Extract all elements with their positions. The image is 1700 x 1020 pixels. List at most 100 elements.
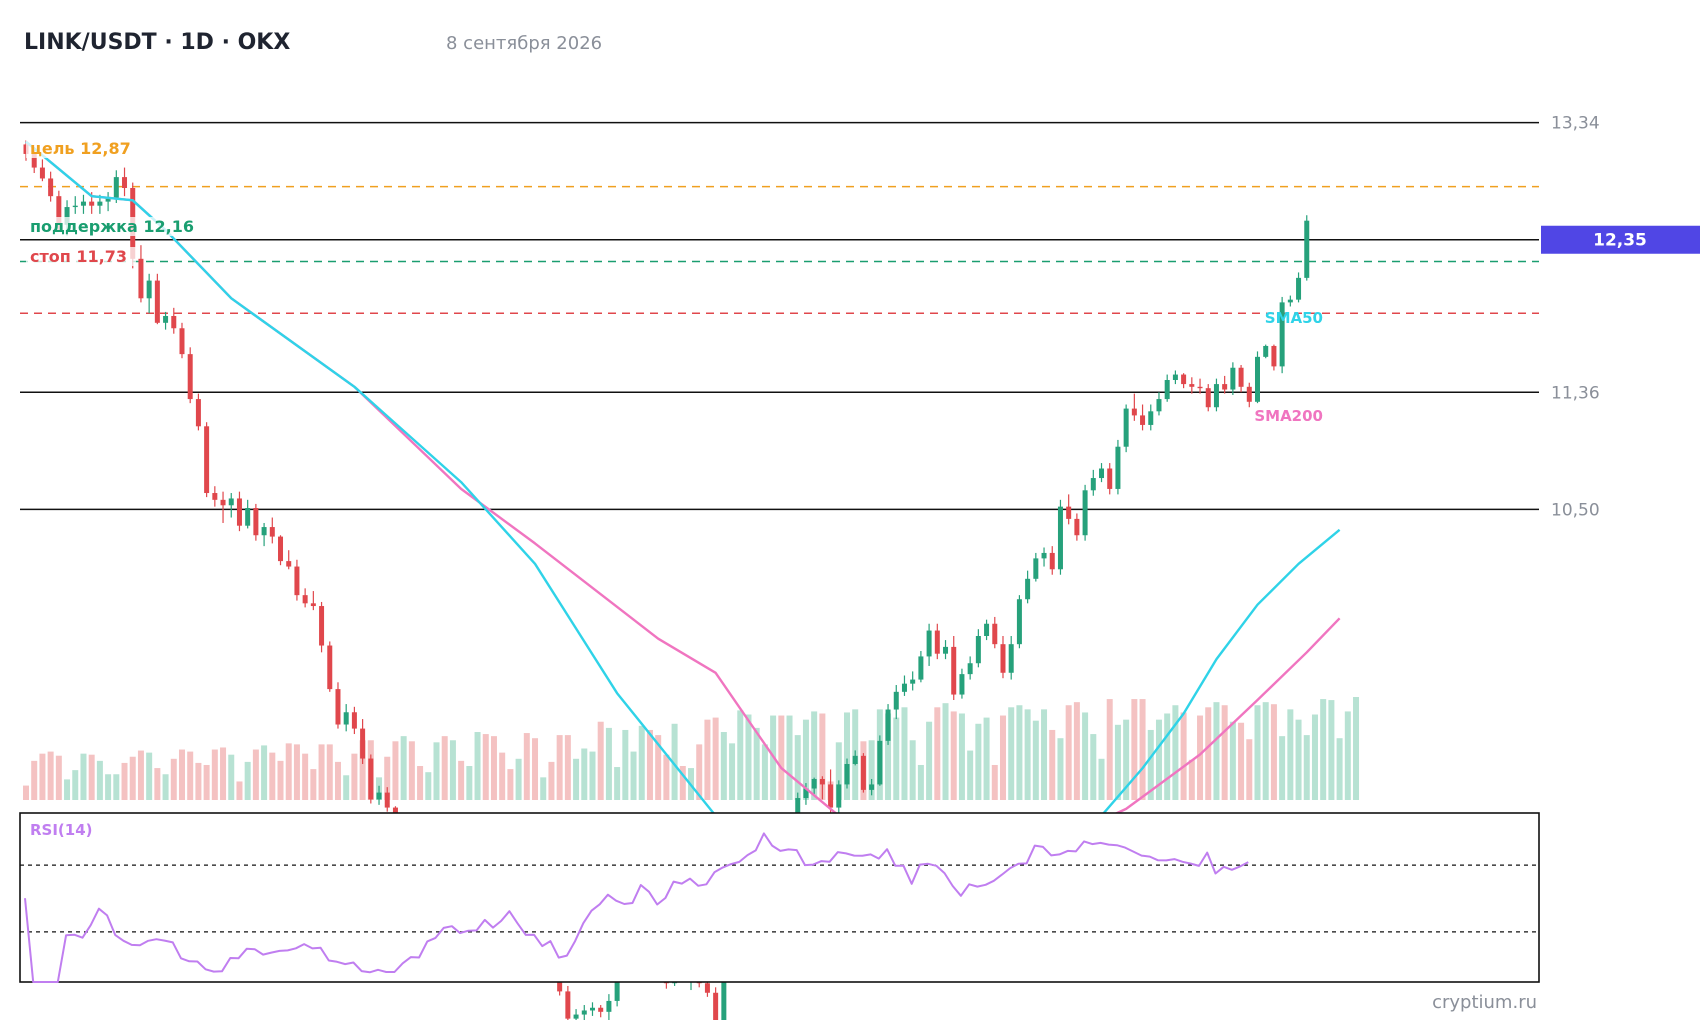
volume-bar [236, 781, 243, 800]
last-price-tag: 12,35 [1541, 225, 1700, 254]
candle [893, 685, 899, 720]
candle [1255, 351, 1260, 404]
candle [1246, 382, 1252, 408]
volume-bar [302, 753, 309, 800]
volume-bar [967, 750, 974, 800]
volume-bar [195, 762, 202, 800]
candle-body [171, 316, 177, 329]
candle [163, 311, 169, 330]
candle [368, 754, 374, 804]
volume-bar [556, 735, 563, 800]
candle [1148, 404, 1154, 431]
candle [869, 778, 875, 796]
candle-body [72, 205, 78, 208]
candle-body [1099, 468, 1105, 479]
candle [1156, 392, 1162, 416]
candle [1287, 295, 1293, 307]
candle-body [64, 207, 70, 225]
candle [581, 1005, 587, 1020]
volume-bar [811, 711, 818, 800]
candle-body [893, 691, 899, 710]
candle-body [918, 656, 924, 680]
candle-body [1107, 468, 1113, 489]
volume-bar [1344, 711, 1351, 800]
volume-bar [1205, 707, 1212, 800]
candle-body [1066, 506, 1072, 519]
candle-body [302, 595, 308, 604]
volume-bar [318, 744, 325, 800]
candle-body [310, 603, 316, 607]
volume-bar [359, 740, 366, 800]
volume-bar [926, 721, 933, 800]
level-label-target: цель 12,87 [30, 139, 131, 158]
candle-body [836, 784, 842, 808]
candle [278, 535, 284, 566]
candle [376, 785, 382, 805]
candle-body [967, 663, 973, 675]
volume-bar [228, 754, 235, 800]
volume-bar [507, 769, 514, 800]
candle [204, 422, 210, 498]
candle [1107, 463, 1113, 495]
candle [1025, 570, 1031, 604]
volume-bar [1328, 700, 1335, 800]
volume-bar [1254, 705, 1261, 800]
candle [984, 619, 990, 641]
volume-bar [819, 713, 826, 800]
candle [877, 735, 883, 786]
volume-bar [1188, 759, 1195, 800]
volume-bar [999, 715, 1006, 800]
candle-body [163, 316, 169, 323]
candle [1115, 439, 1121, 495]
candle [852, 750, 858, 766]
price-tick-label: 10,50 [1551, 500, 1600, 520]
candle [138, 245, 144, 303]
candle-body [351, 712, 357, 729]
candle-body [803, 788, 809, 799]
volume-bar [277, 760, 284, 800]
volume-bar [605, 727, 612, 800]
volume-bar [712, 717, 719, 800]
volume-bar [23, 785, 29, 800]
candle [860, 753, 866, 793]
candle-body [1041, 552, 1047, 559]
volume-bar [1024, 709, 1031, 800]
candle [236, 491, 242, 532]
volume-bar [581, 748, 588, 800]
sma200-label: SMA200 [1254, 407, 1323, 425]
chart-date: 8 сентября 2026 [446, 33, 602, 54]
candle-body [1246, 386, 1252, 402]
volume-bar [1090, 734, 1097, 800]
candle [220, 491, 226, 523]
candle-body [1205, 388, 1211, 408]
candle [1263, 344, 1269, 359]
volume-bar [482, 734, 489, 800]
candle [1181, 373, 1187, 389]
candle [926, 623, 932, 666]
volume-bar [162, 774, 169, 800]
candle-body [138, 258, 144, 299]
volume-bar [901, 707, 908, 800]
candle-body [1296, 277, 1302, 300]
price-tick-label: 11,36 [1551, 383, 1600, 403]
volume-bar [1106, 699, 1113, 800]
candle-body [1271, 345, 1277, 367]
volume-bar [1336, 738, 1343, 800]
sma50-label: SMA50 [1265, 309, 1323, 327]
volume-bar [220, 747, 227, 800]
volume-bar [39, 753, 46, 800]
candle [943, 640, 949, 660]
volume-bar [351, 753, 358, 800]
candle [122, 167, 128, 197]
volume-bar [893, 717, 900, 800]
candle [606, 994, 612, 1020]
candle [245, 499, 251, 529]
volume-bar [121, 762, 128, 800]
candle [39, 159, 45, 182]
candle-body [573, 1014, 579, 1019]
volume-bar [638, 725, 645, 800]
volume-bar [80, 753, 87, 800]
volume-bar [1303, 735, 1310, 800]
candle-body [926, 630, 932, 657]
candle-body [1074, 518, 1080, 536]
